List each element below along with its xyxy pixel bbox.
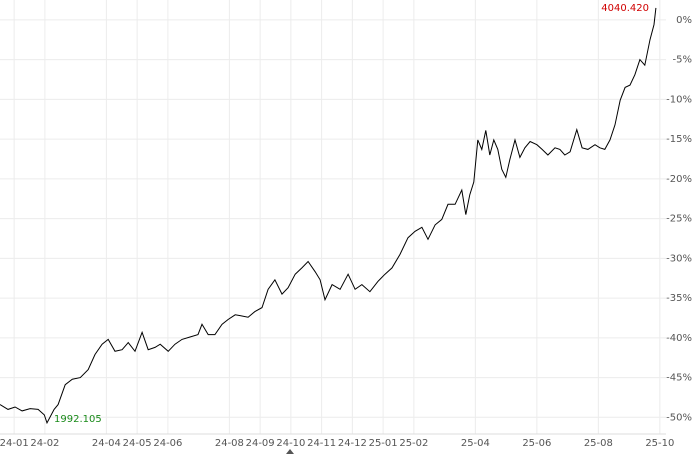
x-tick-label: 24-12 xyxy=(338,438,367,449)
x-tick-label: 25-02 xyxy=(399,438,428,449)
min-label: 1992.105 xyxy=(54,414,102,425)
x-tick-label: 24-06 xyxy=(153,438,182,449)
x-tick-label: 24-08 xyxy=(215,438,244,449)
y-tick-label: 0% xyxy=(676,15,692,26)
scroll-handle[interactable] xyxy=(286,449,294,454)
price-line xyxy=(0,7,657,425)
y-tick-label: -30% xyxy=(666,253,692,264)
x-tick-label: 25-04 xyxy=(461,438,490,449)
y-tick-label: -35% xyxy=(666,293,692,304)
x-tick-label: 24-04 xyxy=(92,438,121,449)
x-tick-label: 24-01 xyxy=(0,438,29,449)
x-tick-label: 24-09 xyxy=(246,438,275,449)
y-tick-label: -20% xyxy=(666,174,692,185)
y-tick-label: -15% xyxy=(666,134,692,145)
y-tick-label: -10% xyxy=(666,94,692,105)
y-tick-label: -50% xyxy=(666,412,692,423)
x-tick-label: 25-06 xyxy=(522,438,551,449)
max-label: 4040.420 xyxy=(601,3,649,14)
x-tick-label: 25-10 xyxy=(645,438,674,449)
y-tick-label: -45% xyxy=(666,373,692,384)
y-tick-label: -25% xyxy=(666,214,692,225)
x-tick-label: 24-11 xyxy=(307,438,336,449)
y-tick-label: -5% xyxy=(673,55,692,66)
x-tick-label: 25-01 xyxy=(369,438,398,449)
x-tick-label: 24-02 xyxy=(30,438,59,449)
x-tick-label: 24-10 xyxy=(276,438,305,449)
y-tick-label: -40% xyxy=(666,333,692,344)
x-tick-label: 25-08 xyxy=(584,438,613,449)
x-tick-label: 24-05 xyxy=(123,438,152,449)
